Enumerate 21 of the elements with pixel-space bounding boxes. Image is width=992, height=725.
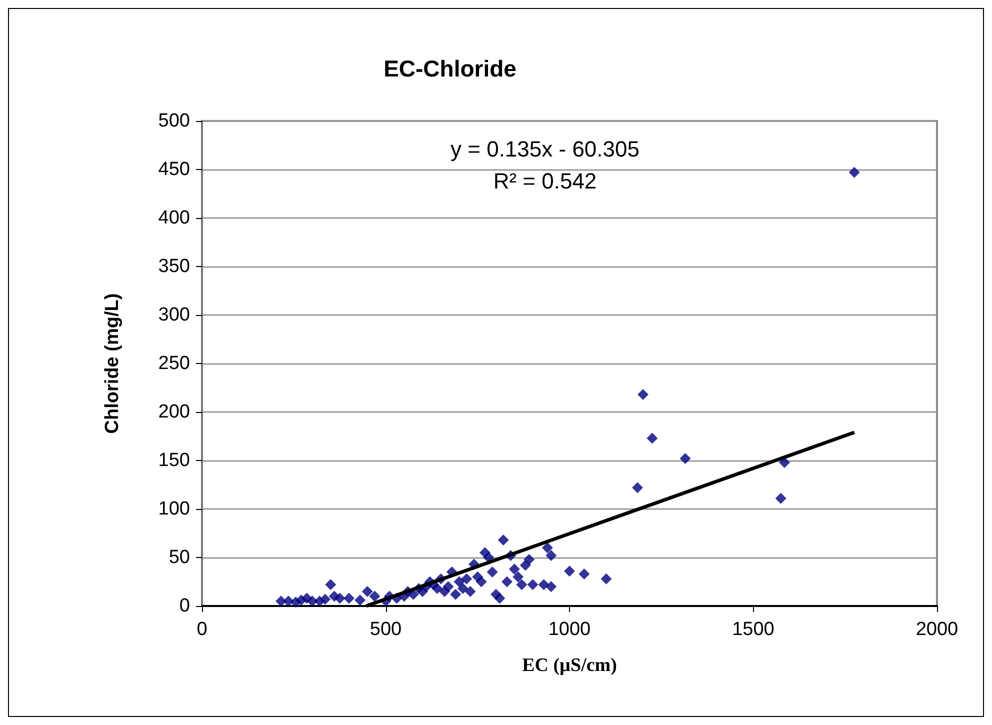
y-tick-label: 0 [179,596,190,616]
annotation: y = 0.135x - 60.305 [450,136,640,162]
y-tick-label: 400 [158,208,190,228]
y-tick-label: 300 [158,304,190,326]
y-tick-label: 100 [158,498,190,520]
x-tick-label: 2000 [916,619,958,640]
chart-title: EC-Chloride [384,56,516,82]
y-tick-label: 450 [158,159,190,180]
y-tick-label: 200 [158,402,190,422]
y-tick-label: 250 [158,353,190,374]
x-tick-label: 1000 [548,619,591,640]
annotation: R² = 0.542 [493,168,597,194]
y-tick-label: 350 [158,256,190,277]
y-tick-label: 500 [158,110,190,132]
y-tick-label: 150 [158,450,190,471]
y-axis-title: Chloride (mg/L) [102,293,123,434]
x-tick-label: 0 [196,619,208,640]
x-tick-label: 1500 [732,619,774,640]
y-tick-label: 50 [168,547,190,568]
x-axis-title: EC (µS/cm) [522,655,617,676]
x-tick-label: 500 [370,619,402,640]
